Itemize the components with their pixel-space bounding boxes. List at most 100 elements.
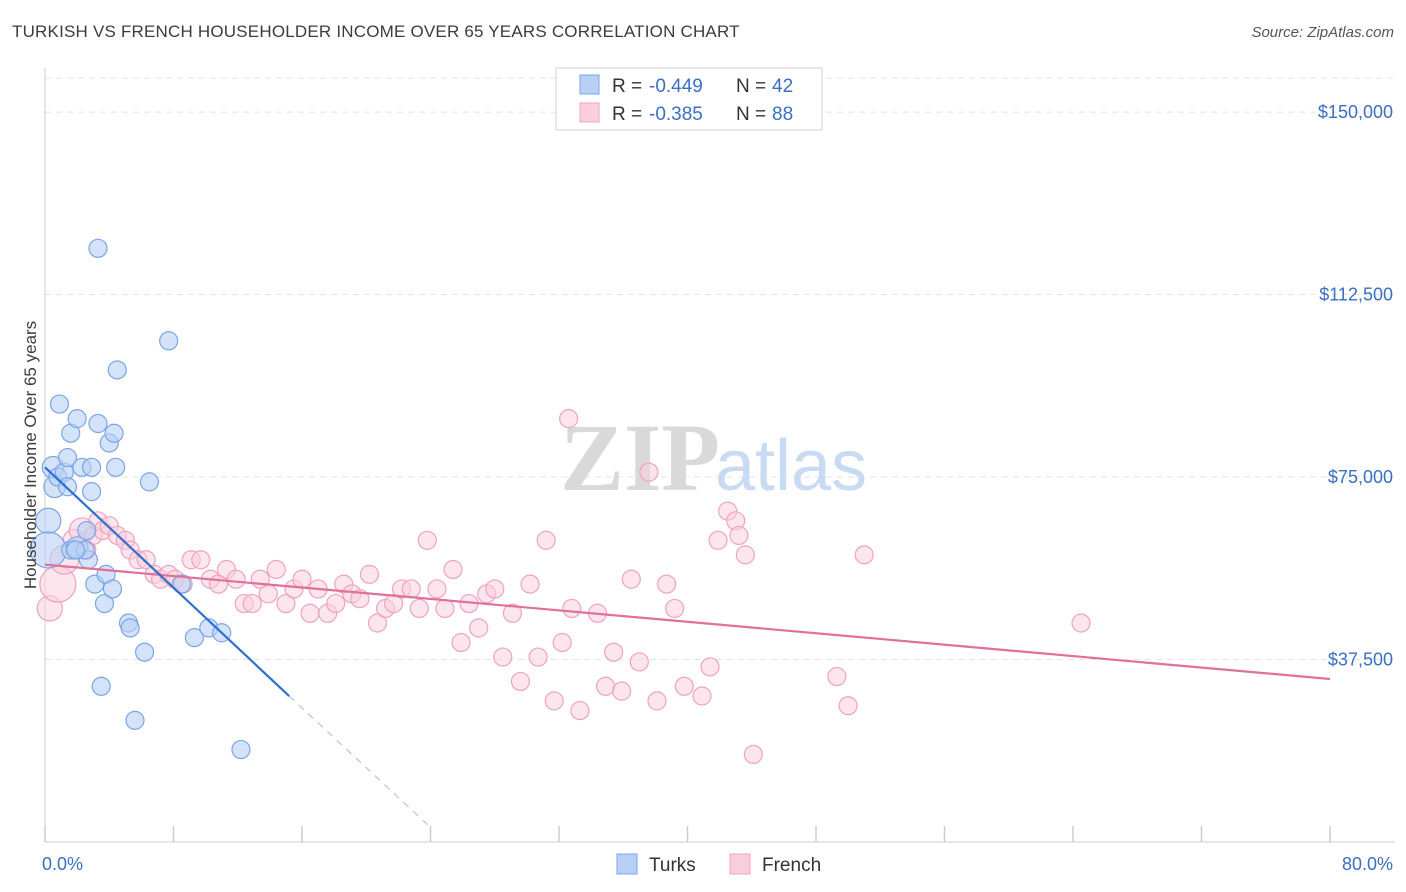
french-point-46 [401, 579, 421, 599]
watermark-atlas: atlas [715, 426, 867, 506]
turks-trend-line [44, 466, 290, 697]
french-point-80 [708, 530, 728, 550]
turks-point-33 [139, 472, 160, 492]
french-point-90 [838, 696, 858, 716]
french-point-69 [604, 642, 624, 662]
turks-point-34 [159, 331, 179, 351]
french-point-72 [629, 652, 649, 672]
french-point-60 [520, 574, 540, 594]
french-point-21 [191, 550, 211, 570]
legend-french-n-value: 88 [772, 104, 793, 125]
turks-point-12 [67, 409, 87, 429]
french-point-73 [639, 462, 659, 482]
y-tick-label-1: $75,000 [1328, 467, 1393, 487]
turks-point-32 [134, 642, 155, 662]
french-point-75 [657, 574, 677, 594]
legend-turks-swatch [579, 74, 600, 95]
legend-turks-n-value: 42 [772, 76, 793, 97]
french-point-76 [665, 598, 685, 619]
french-point-77 [674, 676, 694, 696]
y-tick-label-2: $112,500 [1319, 285, 1393, 305]
french-point-49 [427, 579, 447, 599]
turks-point-27 [106, 457, 126, 477]
chart-source: Source: ZipAtlas.com [1251, 24, 1394, 41]
series-legend: Turks French [616, 853, 821, 876]
legend-turks-r-value: -0.449 [649, 76, 703, 97]
x-tick-labels: 0.0% 80.0% [42, 854, 1393, 874]
legend-french-r-value: -0.385 [649, 104, 703, 125]
turks-point-31 [125, 710, 145, 730]
trend-lines [44, 466, 1331, 828]
french-point-25 [226, 569, 246, 589]
french-point-89 [729, 525, 749, 546]
french-point-65 [562, 598, 582, 619]
french-point-34 [300, 603, 320, 623]
turks-point-28 [107, 360, 127, 380]
chart-title: TURKISH VS FRENCH HOUSEHOLDER INCOME OVE… [12, 22, 740, 41]
french-point-57 [493, 647, 513, 667]
french-point-56 [485, 579, 505, 599]
legend-french-n-label: N = [736, 104, 766, 125]
turks-point-26 [104, 423, 124, 443]
french-point-79 [700, 657, 720, 677]
french-point-85 [827, 666, 847, 687]
french-point-52 [451, 632, 471, 653]
french-point-58 [502, 603, 523, 623]
turks-point-14 [77, 520, 97, 541]
french-point-50 [435, 598, 455, 619]
grid-lines [45, 77, 1395, 661]
watermark-zip: ZIP [560, 404, 720, 511]
turks-point-5 [49, 394, 70, 414]
french-point-27 [242, 593, 262, 614]
french-point-29 [258, 584, 278, 604]
turks-point-41 [65, 540, 86, 560]
french-point-59 [510, 671, 531, 692]
y-tick-labels: $37,500 $75,000 $112,500 $150,000 [1318, 102, 1393, 669]
x-tick-label-0: 0.0% [42, 854, 83, 874]
french-point-63 [544, 691, 564, 711]
french-point-74 [647, 691, 667, 711]
axes [44, 68, 1395, 843]
legend-turks-r-label: R = [612, 76, 642, 97]
x-tick-label-1: 80.0% [1342, 854, 1393, 874]
french-point-68 [595, 676, 616, 696]
y-tick-label-0: $37,500 [1328, 650, 1393, 670]
bottom-legend-turks-label: Turks [649, 855, 696, 876]
correlation-legend: R = -0.449 N = 42 R = -0.385 N = 88 [555, 67, 823, 131]
y-tick-label-3: $150,000 [1318, 102, 1393, 122]
turks-point-19 [88, 238, 108, 258]
turks-point-39 [231, 739, 251, 760]
french-point-62 [536, 530, 556, 550]
turks-point-20 [88, 413, 108, 434]
legend-french-swatch [579, 102, 600, 123]
french-point-31 [276, 593, 296, 614]
turks-point-30 [120, 618, 140, 638]
bottom-legend-french-swatch [729, 853, 751, 875]
french-point-14 [136, 550, 156, 570]
turks-point-36 [184, 628, 204, 648]
french-point-66 [570, 701, 590, 721]
bottom-legend-turks-swatch [616, 853, 638, 875]
french-point-71 [621, 569, 641, 589]
french-point-70 [612, 681, 632, 701]
turks-trend-extension [288, 695, 431, 828]
french-point-86 [854, 545, 874, 565]
french-point-37 [326, 593, 346, 614]
turks-point-22 [94, 593, 115, 614]
french-point-87 [1071, 613, 1091, 633]
french-trend-line [44, 563, 1331, 681]
turks-point-21 [91, 676, 111, 696]
french-point-51 [443, 559, 463, 580]
french-point-33 [292, 569, 312, 589]
french-point-42 [367, 613, 388, 633]
bottom-legend-french-label: French [762, 855, 821, 876]
french-point-48 [417, 530, 437, 550]
french-point-64 [552, 632, 572, 653]
french-point-47 [409, 598, 429, 619]
turks-point-16 [81, 457, 102, 477]
french-point-83 [735, 545, 755, 565]
french-point-54 [469, 618, 489, 638]
turks-point-17 [81, 482, 102, 502]
legend-french-r-label: R = [612, 104, 642, 125]
